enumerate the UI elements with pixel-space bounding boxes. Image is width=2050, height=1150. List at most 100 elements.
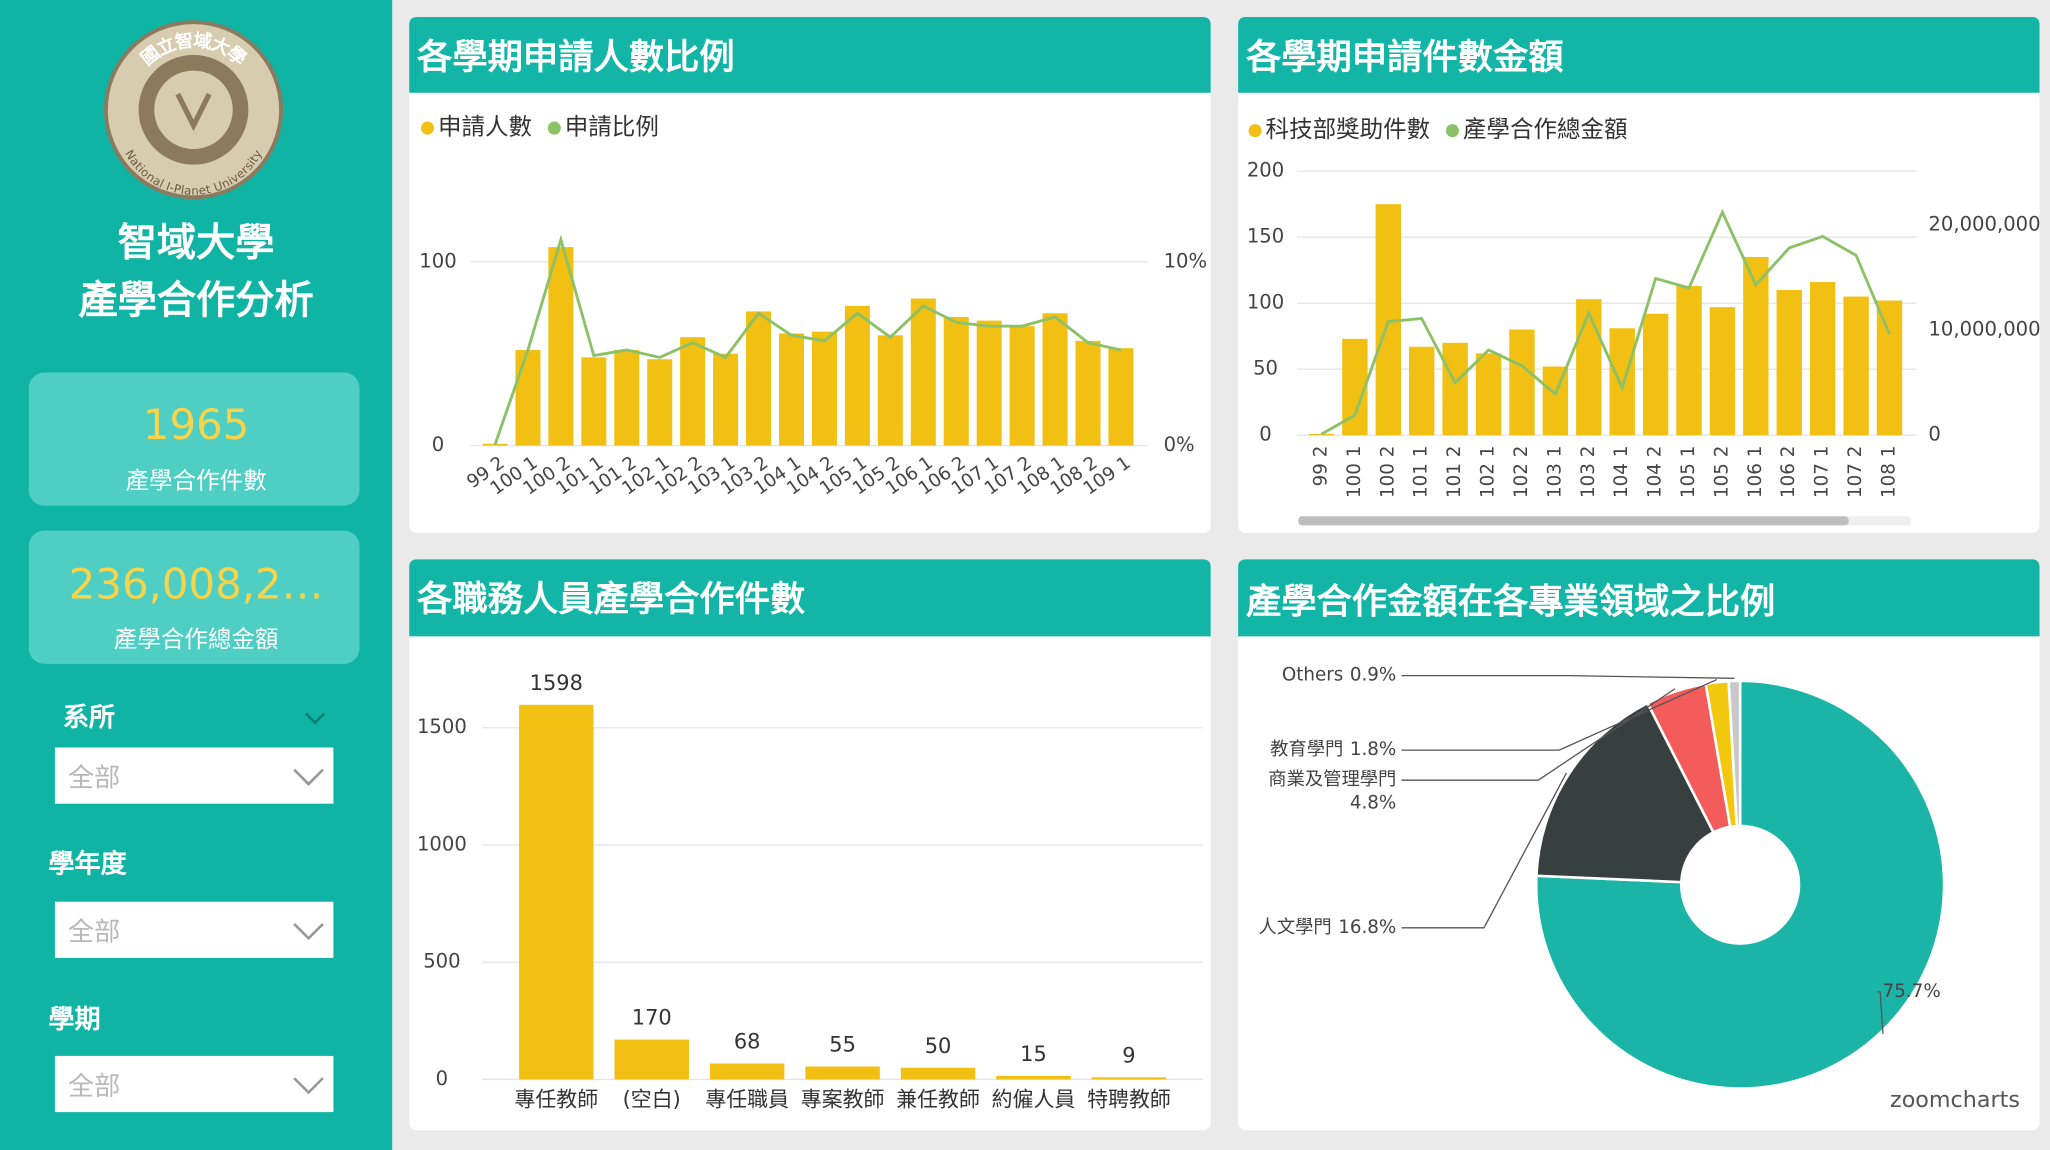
legend-label: 申請比例	[565, 113, 659, 141]
x-tick-label: 100 2	[1377, 446, 1398, 498]
x-tick-label: 100 1	[1344, 446, 1365, 498]
x-tick-label: 105 1	[1678, 446, 1699, 498]
bar	[910, 298, 936, 446]
bar	[996, 1075, 1071, 1080]
dropdown-value: 全部	[68, 1072, 120, 1102]
bar	[976, 320, 1002, 446]
data-label: 68	[734, 1030, 761, 1054]
y-tick-label: 50	[1253, 357, 1278, 380]
bar	[778, 333, 805, 446]
bar	[1642, 313, 1669, 436]
x-tick-label: 108 1	[1878, 446, 1899, 498]
bar	[581, 357, 607, 446]
y2-tick-label: 20,000,000	[1928, 212, 2040, 235]
bar	[1308, 433, 1335, 436]
y2-tick-label: 10,000,000	[1928, 318, 2040, 341]
y-tick-label: 0	[1259, 423, 1271, 446]
y-tick-label: 100	[1247, 291, 1284, 314]
y-tick-label: 0	[436, 1067, 448, 1090]
slice-label: 商業及管理學門	[1268, 769, 1396, 790]
kpi-card	[28, 372, 360, 506]
bar	[1876, 300, 1903, 436]
chart-title: 各學期申請人數比例	[417, 37, 735, 78]
bar	[1409, 346, 1435, 436]
legend-label: 申請人數	[438, 113, 532, 141]
dropdown-value: 全部	[68, 763, 120, 793]
bar	[1075, 340, 1101, 446]
dropdown-box[interactable]	[54, 747, 334, 804]
x-tick-label: 101 2	[1444, 446, 1465, 498]
y-tick-label: 150	[1247, 225, 1284, 248]
chart-title: 各學期申請件數金額	[1246, 37, 1564, 78]
slice-value: 75.7%	[1883, 981, 1941, 1002]
bar	[1509, 329, 1535, 436]
slice-value: 1.8%	[1350, 739, 1396, 760]
bar	[519, 704, 594, 1080]
x-tick-label: 103 1	[1544, 446, 1565, 498]
x-tick-label: 兼任教師	[896, 1087, 980, 1111]
panel-header	[1238, 16, 2040, 93]
collapse-icon[interactable]	[305, 712, 326, 725]
line	[1320, 208, 1891, 436]
bar	[680, 337, 706, 446]
y-tick-label: 200	[1247, 159, 1284, 182]
bar	[709, 1063, 785, 1080]
leader-line	[1401, 678, 1718, 751]
bar	[877, 335, 903, 446]
x-tick-label: 101 1	[1411, 446, 1432, 498]
slice-value: 4.8%	[1350, 793, 1396, 814]
legend-label: 科技部獎助件數	[1266, 115, 1431, 143]
filter-dropdown[interactable]: 全部	[54, 1055, 334, 1113]
chevron	[293, 922, 324, 941]
scrollbar-thumb[interactable]	[1298, 516, 1849, 526]
bar	[844, 305, 870, 446]
dropdown-box[interactable]	[54, 1055, 334, 1113]
bar	[1108, 348, 1134, 446]
dropdown-box[interactable]	[54, 901, 334, 958]
y-tick-label: 1000	[417, 832, 467, 855]
bar	[515, 350, 541, 446]
bar	[1576, 299, 1602, 436]
x-tick-label: 104 2	[1645, 446, 1666, 498]
x-tick-label: 107 2	[1845, 446, 1866, 498]
slice-value: 16.8%	[1338, 917, 1396, 938]
logo: 國立智域大學 National I-Planet University	[103, 20, 284, 200]
chart-title: 各職務人員產學合作件數	[417, 579, 806, 620]
legend-marker	[420, 121, 435, 135]
panel-header	[1238, 559, 2040, 637]
filter-dropdown[interactable]: 全部	[54, 747, 334, 804]
x-tick-label: 106 1	[1745, 446, 1766, 498]
data-label: 170	[632, 1006, 672, 1030]
data-label: 50	[925, 1034, 952, 1058]
kpi-value: 236,008,2…	[69, 559, 324, 608]
x-tick-label: (空白)	[623, 1087, 681, 1111]
x-tick-label: 專案教師	[801, 1087, 885, 1111]
dashboard-title: 產學合作分析	[78, 279, 313, 324]
x-tick-label: 專任職員	[705, 1087, 789, 1111]
x-tick-label: 104 1	[1611, 446, 1632, 498]
leader-line	[1877, 991, 1884, 1034]
slice-value: 0.9%	[1350, 665, 1396, 686]
bar	[1475, 353, 1502, 436]
x-tick-label: 專任教師	[514, 1087, 598, 1111]
chevron	[293, 768, 324, 786]
y2-tick-label: 0%	[1164, 433, 1195, 456]
donut-slice	[1727, 679, 1742, 828]
legend-label: 產學合作總金額	[1463, 115, 1628, 143]
leader-line	[1401, 772, 1568, 929]
data-label: 1598	[530, 671, 583, 695]
bar	[1442, 342, 1468, 436]
filter-dropdown[interactable]: 全部	[54, 901, 334, 958]
x-tick-label: 約僱人員	[992, 1087, 1076, 1111]
bar	[1676, 286, 1702, 436]
y2-tick-label: 0	[1928, 423, 1940, 446]
charts: 各學期申請人數比例 0 100 0% 10% 99 2 100 1 100 2 101 1 101…	[417, 37, 2041, 1113]
panel-header	[409, 559, 1211, 637]
legend-marker	[547, 121, 561, 135]
kpi-value: 1965	[143, 400, 249, 449]
bar	[614, 1039, 689, 1080]
bar	[1709, 307, 1736, 436]
y-tick-label: 1500	[417, 715, 467, 738]
bar	[811, 331, 837, 446]
